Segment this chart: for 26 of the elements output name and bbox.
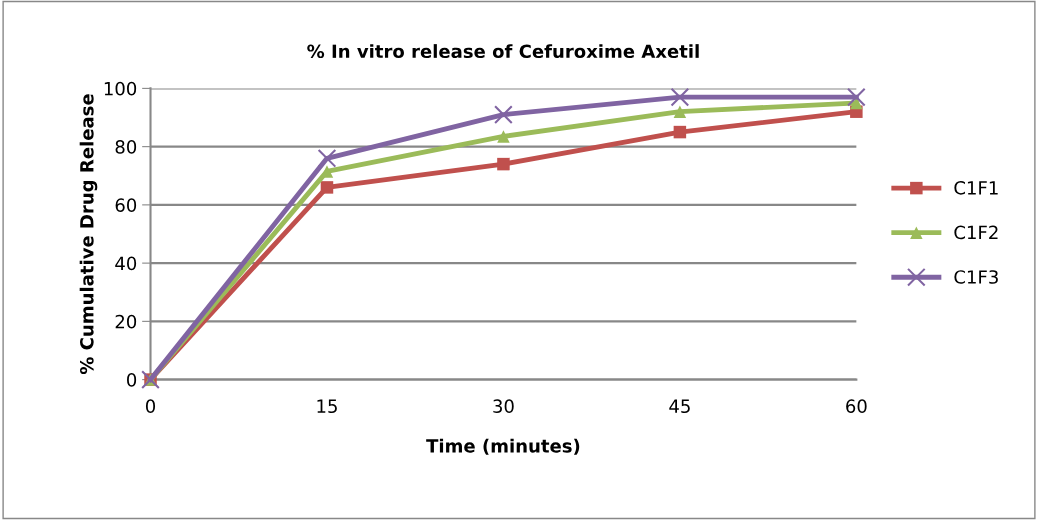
point [320, 181, 334, 194]
y-tick-label: 80 [115, 140, 137, 154]
point [673, 125, 687, 139]
x-tick-label: 30 [493, 399, 514, 414]
point [497, 130, 510, 143]
point [317, 148, 337, 168]
point [673, 105, 687, 118]
point [497, 157, 510, 171]
legend-label: C1F3 [954, 270, 998, 284]
legend-label: C1F1 [954, 181, 998, 195]
x-tick-label: 15 [317, 399, 337, 414]
y-axis-title: % Cumulative Drug Release [79, 94, 98, 375]
point [670, 87, 690, 107]
x-axis-title: Time (minutes) [426, 438, 580, 455]
y-tick-label: 20 [115, 314, 137, 329]
x-tick-label: 0 [145, 399, 156, 414]
x-tick-label: 60 [846, 399, 867, 414]
y-tick-label: 0 [127, 373, 137, 387]
chart-title: % In vitro release of Cefuroxime Axetil [307, 44, 699, 59]
point [494, 105, 513, 124]
legend-label: C1F2 [954, 225, 998, 240]
point [846, 87, 866, 107]
y-tick-label: 40 [115, 256, 137, 271]
x-tick-label: 45 [669, 399, 690, 414]
y-tick-label: 100 [104, 81, 137, 96]
y-tick-label: 60 [115, 198, 137, 212]
